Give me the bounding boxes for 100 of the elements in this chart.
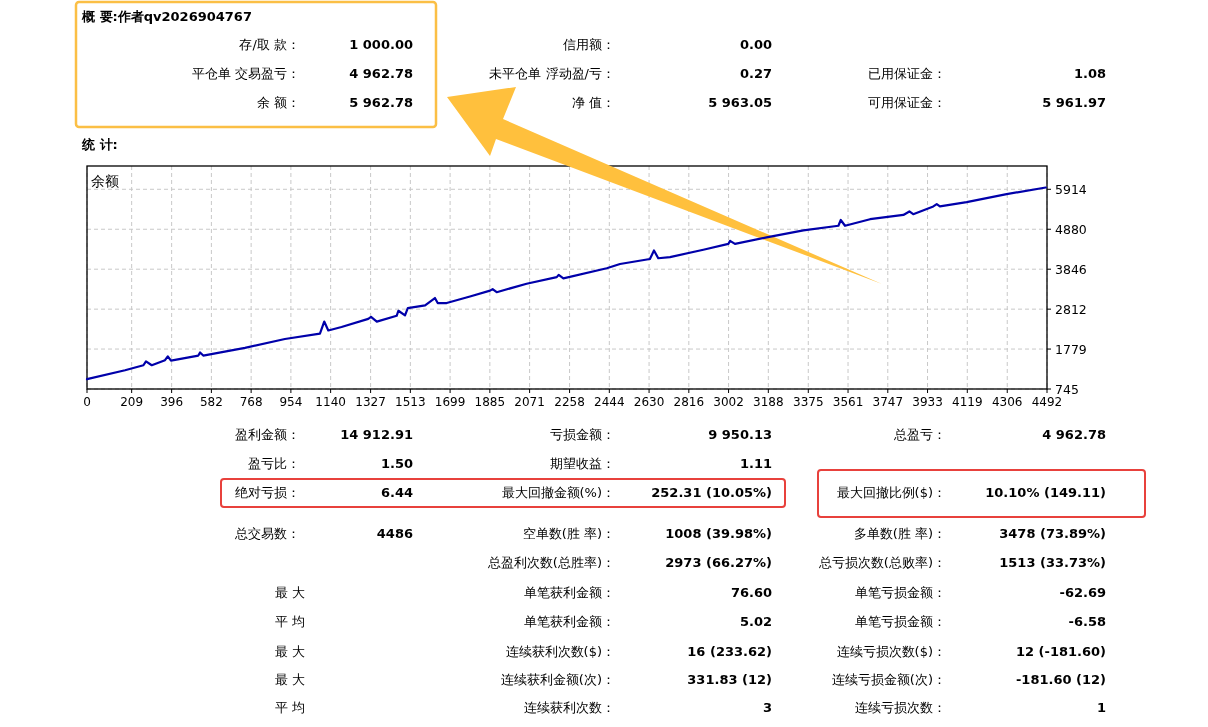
- text: 可用保证金：: [868, 94, 946, 110]
- text: 1.11: [739, 455, 772, 471]
- y-tick-label: 2812: [1055, 301, 1087, 317]
- x-tick-label: 0: [83, 395, 91, 409]
- text: 连续亏损金额(次)：: [831, 671, 946, 687]
- x-tick-label: 4492: [1031, 395, 1063, 409]
- x-tick-label: 1699: [434, 395, 466, 409]
- text: 1.50: [380, 455, 413, 471]
- y-tick-label: 4880: [1055, 221, 1087, 237]
- text: 5 961.97: [1042, 94, 1106, 110]
- text: 总盈亏：: [893, 426, 946, 442]
- text: 最大回撤比例($)：: [836, 484, 946, 500]
- text: 5.02: [739, 613, 772, 629]
- text: 余 额：: [256, 94, 300, 110]
- text: 1: [1096, 699, 1106, 715]
- x-tick-label: 2444: [594, 395, 625, 409]
- text: 连续获利金额(次)：: [500, 671, 615, 687]
- text: 4 962.78: [349, 65, 413, 81]
- text: -62.69: [1059, 584, 1106, 600]
- x-tick-label: 2630: [633, 395, 665, 409]
- y-tick-label: 1779: [1055, 341, 1087, 357]
- text: 4 962.78: [1042, 426, 1106, 442]
- text: 平仓单 交易盈亏：: [191, 65, 300, 81]
- x-tick-label: 3933: [912, 395, 943, 409]
- y-axis-title: 余额: [91, 173, 119, 189]
- text: 6.44: [380, 484, 413, 500]
- text: 绝对亏损：: [235, 484, 300, 500]
- text: 盈利金额：: [235, 426, 300, 442]
- x-tick-label: 3747: [872, 395, 904, 409]
- text: 总交易数：: [234, 525, 300, 541]
- y-tick-label: 3846: [1055, 261, 1087, 277]
- text: 10.10% (149.11): [985, 484, 1106, 500]
- x-tick-label: 1513: [395, 395, 426, 409]
- text: 净 值：: [571, 94, 615, 110]
- text: 14 912.91: [340, 426, 413, 442]
- x-tick-label: 209: [120, 395, 144, 409]
- text: 单笔获利金额：: [524, 584, 615, 600]
- x-tick-label: 582: [199, 395, 223, 409]
- text: 总亏损次数(总败率)：: [817, 554, 946, 570]
- text: 1008 (39.98%): [665, 525, 772, 541]
- text: 4486: [376, 525, 413, 541]
- x-tick-label: 2816: [673, 395, 705, 409]
- text: 最 大: [274, 671, 306, 687]
- x-tick-label: 3188: [753, 395, 784, 409]
- text: 空单数(胜 率)：: [522, 525, 615, 541]
- text: 最 大: [274, 643, 306, 659]
- y-tick-label: 745: [1055, 381, 1079, 397]
- text: 平 均: [274, 613, 306, 629]
- text: 1 000.00: [349, 36, 413, 52]
- text: 1513 (33.73%): [999, 554, 1106, 570]
- x-tick-label: 4306: [991, 395, 1023, 409]
- text: 0.00: [739, 36, 772, 52]
- text: -6.58: [1068, 613, 1106, 629]
- text: 3: [762, 699, 772, 715]
- text: 0.27: [739, 65, 772, 81]
- text: 多单数(胜 率)：: [853, 525, 946, 541]
- text: 最大回撤金额(%)：: [501, 484, 615, 500]
- text: -181.60 (12): [1015, 671, 1106, 687]
- text: 连续获利次数($)：: [505, 643, 615, 659]
- x-tick-label: 1140: [315, 395, 346, 409]
- text: 252.31 (10.05%): [651, 484, 772, 500]
- x-tick-label: 3561: [832, 395, 864, 409]
- text: 总盈利次数(总胜率)：: [486, 554, 615, 570]
- text: 连续亏损次数：: [855, 699, 946, 715]
- text: 9 950.13: [708, 426, 772, 442]
- line-series: [85, 186, 1047, 381]
- x-tick-label: 1327: [355, 395, 386, 409]
- text: 3478 (73.89%): [999, 525, 1106, 541]
- text: 16 (233.62): [687, 643, 772, 659]
- x-tick-label: 768: [239, 395, 263, 409]
- x-tick-label: 3375: [793, 395, 824, 409]
- text: 5 962.78: [349, 94, 413, 110]
- text: 单笔获利金额：: [524, 613, 615, 629]
- text: 5 963.05: [708, 94, 772, 110]
- text: 平 均: [274, 699, 306, 715]
- x-tick-label: 1885: [474, 395, 506, 409]
- chart-subtitle: 统 计:: [81, 136, 118, 152]
- text: 信用额：: [563, 36, 615, 52]
- text: 1.08: [1073, 65, 1106, 81]
- text: 2973 (66.27%): [665, 554, 772, 570]
- text: 未平仓单 浮动盈/亏：: [489, 65, 615, 81]
- text: 331.83 (12): [687, 671, 772, 687]
- x-tick-label: 4119: [952, 395, 983, 409]
- text: 期望收益：: [550, 455, 615, 471]
- x-tick-label: 2258: [554, 395, 585, 409]
- x-tick-label: 396: [160, 395, 184, 409]
- y-tick-label: 5914: [1055, 181, 1087, 197]
- text: 最 大: [274, 584, 306, 600]
- text: 单笔亏损金额：: [855, 613, 946, 629]
- text: 亏损金额：: [550, 426, 615, 442]
- text: 存/取 款：: [239, 36, 300, 52]
- x-tick-label: 954: [279, 395, 303, 409]
- text: 76.60: [730, 584, 772, 600]
- chart-title: 概 要:作者qv2026904767: [81, 8, 252, 24]
- x-tick-label: 2071: [514, 395, 545, 409]
- text: 12 (-181.60): [1015, 643, 1106, 659]
- text: 连续亏损次数($)：: [836, 643, 946, 659]
- x-tick-label: 3002: [713, 395, 744, 409]
- text: 已用保证金：: [868, 65, 946, 81]
- text: 盈亏比：: [248, 455, 300, 471]
